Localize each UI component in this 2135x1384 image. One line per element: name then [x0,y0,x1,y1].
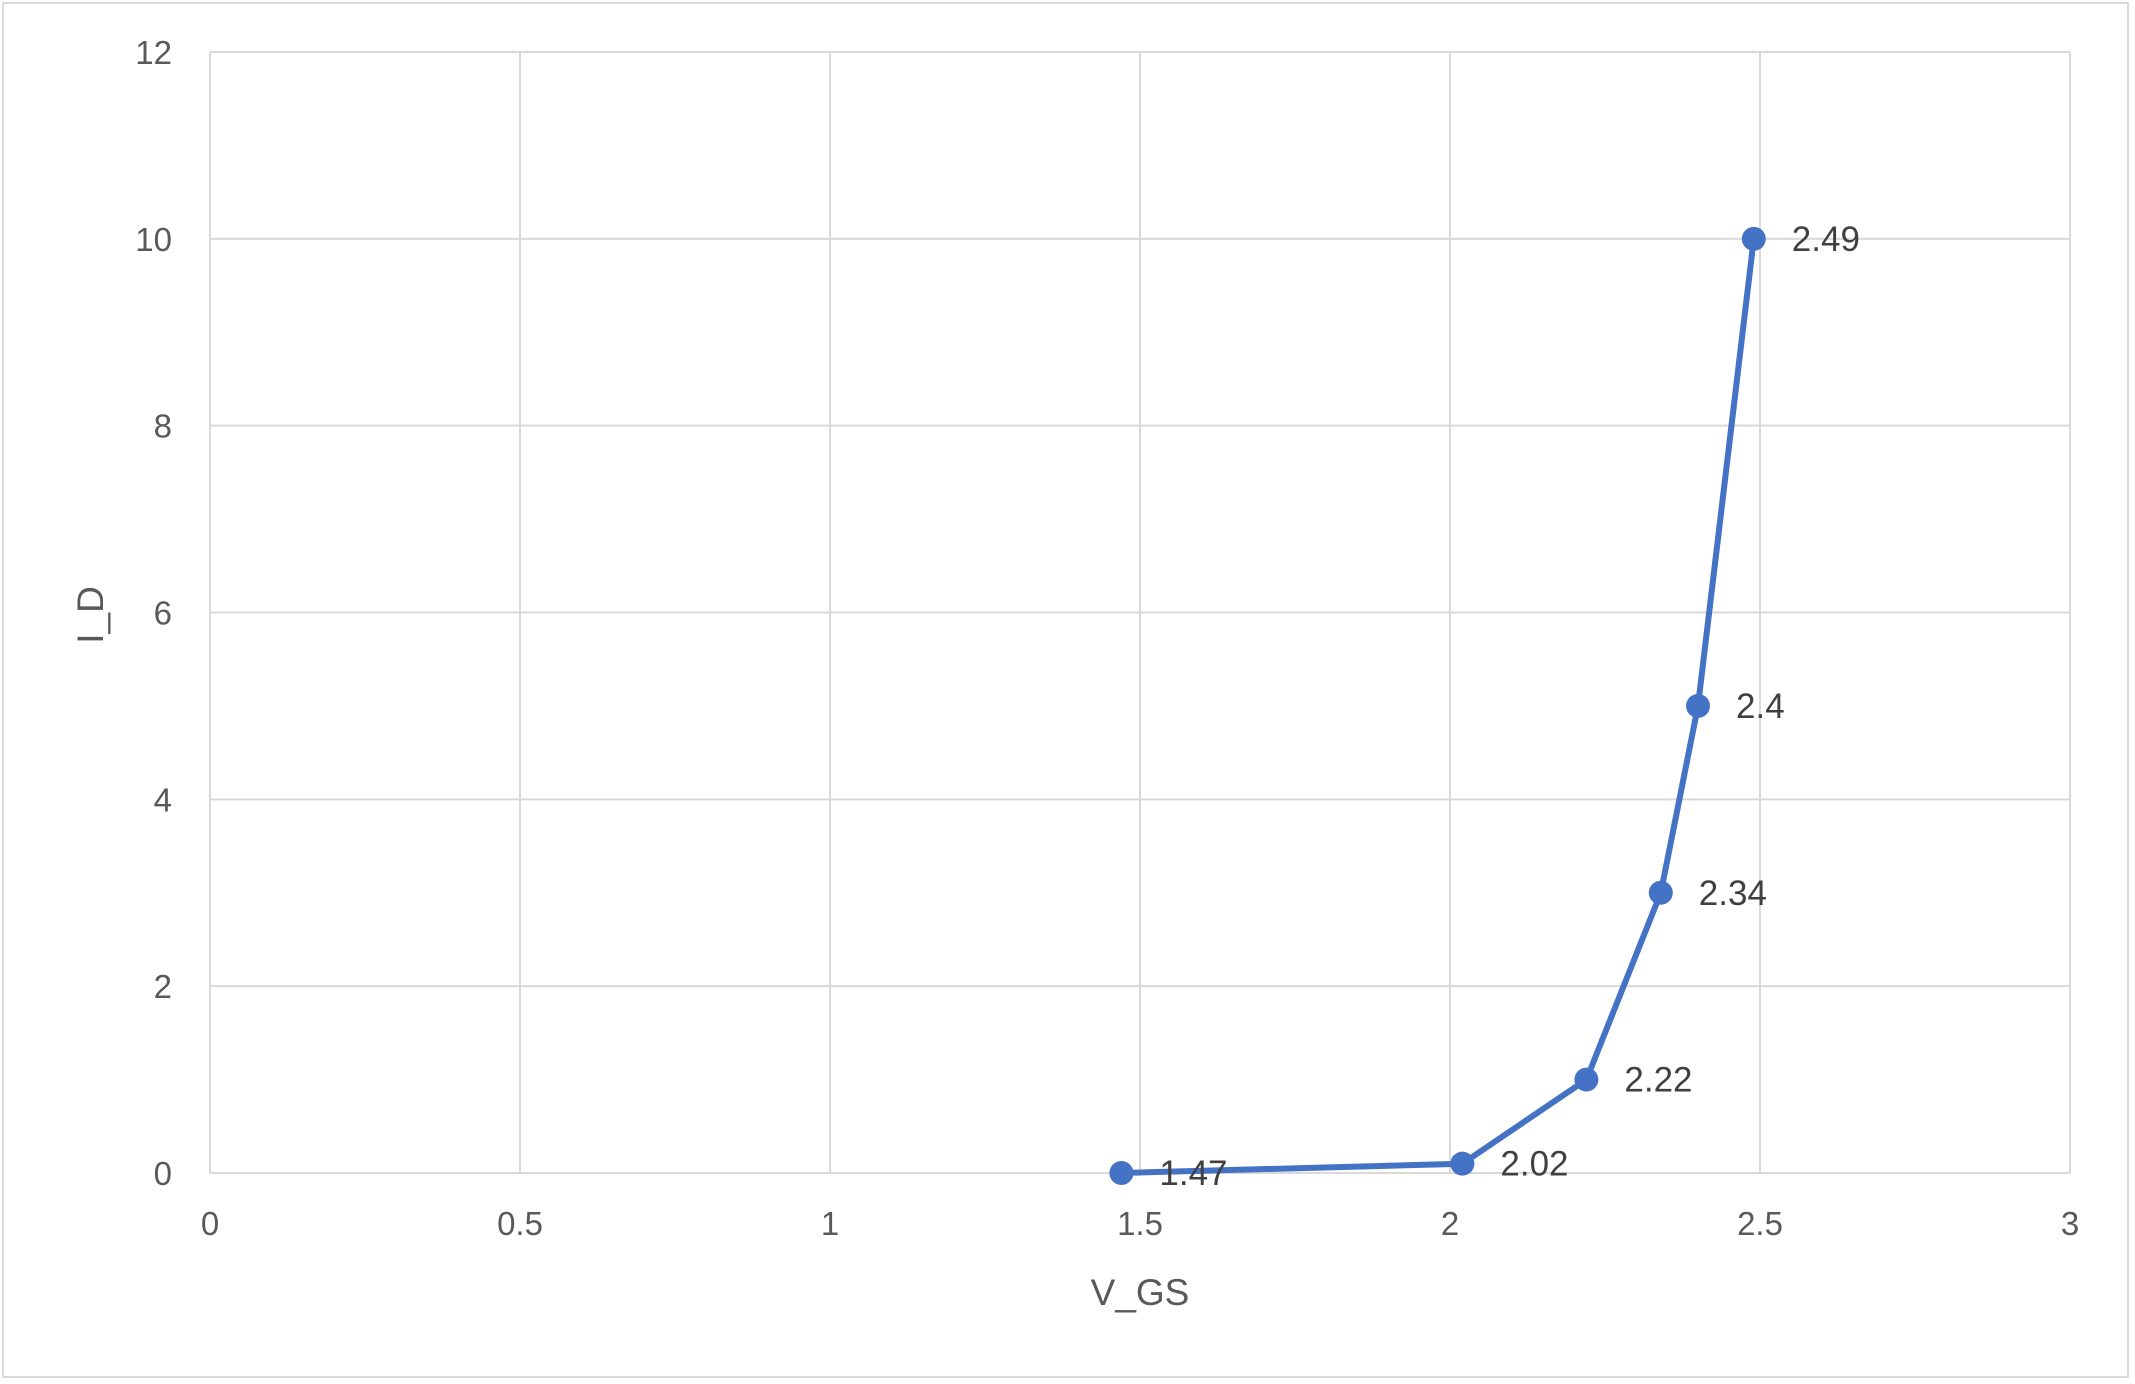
y-tick-label: 4 [154,781,172,818]
y-tick-label: 6 [154,595,172,632]
y-tick-label: 0 [154,1155,172,1192]
data-label: 1.47 [1159,1154,1227,1193]
data-point [1109,1161,1134,1185]
y-axis-ticks: 0 2 4 6 8 10 12 [135,34,172,1192]
y-tick-label: 12 [135,34,172,71]
x-tick-label: 0.5 [497,1205,543,1242]
data-point [1450,1151,1475,1176]
x-tick-label: 2 [1441,1205,1459,1242]
series-layer [1109,226,1766,1185]
data-label: 2.34 [1699,874,1767,913]
y-tick-label: 2 [154,968,172,1005]
data-label: 2.22 [1624,1061,1692,1100]
x-axis-title: V_GS [1091,1272,1190,1313]
y-tick-label: 10 [135,221,172,258]
data-label: 2.02 [1500,1145,1568,1184]
y-axis-title: I_D [70,586,111,644]
data-point [1741,226,1766,251]
data-label: 2.49 [1792,220,1860,259]
x-tick-label: 0 [201,1205,219,1242]
data-point [1574,1067,1599,1092]
x-tick-label: 3 [2061,1205,2079,1242]
x-axis-ticks: 0 0.5 1 1.5 2 2.5 3 [201,1205,2079,1242]
x-tick-label: 1 [821,1205,839,1242]
gridlines [209,51,2071,1174]
data-label: 2.4 [1736,687,1785,726]
x-tick-label: 1.5 [1117,1205,1163,1242]
data-point [1648,880,1673,905]
data-point [1686,693,1710,718]
x-tick-label: 2.5 [1737,1205,1783,1242]
y-tick-label: 8 [154,408,172,445]
data-labels: 1.47 2.02 2.22 2.34 2.4 2.49 [1159,220,1860,1193]
series-line [1118,235,1757,1176]
